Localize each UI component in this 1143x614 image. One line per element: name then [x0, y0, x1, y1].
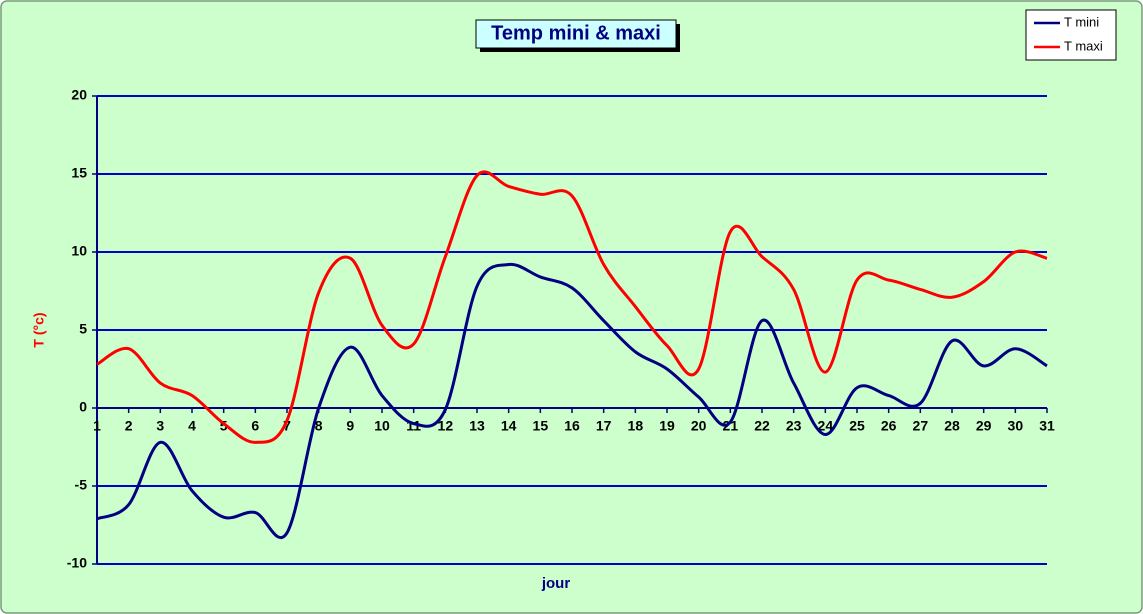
x-tick-label: 15 — [533, 418, 549, 434]
x-tick-label: 26 — [881, 418, 897, 434]
legend-label: T maxi — [1064, 38, 1103, 53]
x-tick-label: 20 — [691, 418, 707, 434]
x-tick-label: 30 — [1008, 418, 1024, 434]
x-axis-label: jour — [541, 575, 570, 592]
x-tick-label: 24 — [818, 418, 834, 434]
x-tick-label: 2 — [125, 418, 133, 434]
title-box — [475, 19, 677, 49]
x-tick-label: 31 — [1039, 418, 1055, 434]
x-tick-label: 12 — [438, 418, 454, 434]
x-tick-label: 13 — [469, 418, 485, 434]
x-tick-label: 18 — [628, 418, 644, 434]
y-tick-label: 5 — [79, 321, 87, 337]
data-line — [96, 170, 1048, 444]
y-tick-label: -10 — [67, 555, 87, 571]
y-tick-label: 20 — [71, 87, 87, 103]
x-tick-label: 19 — [659, 418, 675, 434]
y-tick-label: 10 — [71, 243, 87, 259]
x-tick-label: 28 — [944, 418, 960, 434]
data-line — [96, 262, 1048, 540]
x-tick-label: 17 — [596, 418, 612, 434]
y-tick-label: 0 — [79, 399, 87, 415]
legend — [1025, 9, 1117, 61]
x-tick-label: 1 — [93, 418, 101, 434]
x-tick-label: 21 — [723, 418, 739, 434]
x-tick-label: 25 — [849, 418, 865, 434]
x-tick-label: 27 — [913, 418, 929, 434]
x-tick-label: 6 — [251, 418, 259, 434]
x-tick-label: 9 — [346, 418, 354, 434]
x-tick-label: 7 — [283, 418, 291, 434]
x-tick-label: 16 — [564, 418, 580, 434]
legend-label: T mini — [1064, 14, 1099, 29]
x-tick-label: 23 — [786, 418, 802, 434]
x-tick-label: 3 — [156, 418, 164, 434]
x-tick-label: 14 — [501, 418, 517, 434]
chart-title: Temp mini & maxi — [491, 22, 661, 44]
x-tick-label: 4 — [188, 418, 196, 434]
y-tick-label: -5 — [75, 477, 88, 493]
x-tick-label: 10 — [374, 418, 390, 434]
x-tick-label: 8 — [315, 418, 323, 434]
x-tick-label: 5 — [220, 418, 228, 434]
x-tick-label: 22 — [754, 418, 770, 434]
y-tick-label: 15 — [71, 165, 87, 181]
x-tick-label: 29 — [976, 418, 992, 434]
y-axis-label: T (°c) — [31, 312, 47, 347]
